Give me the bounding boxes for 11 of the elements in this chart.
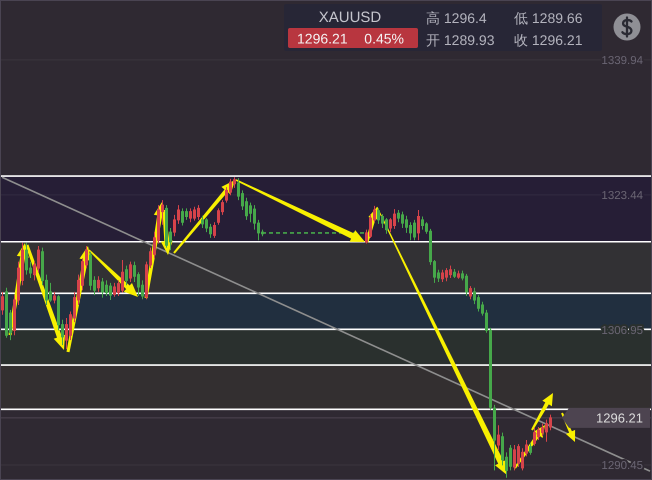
y-tick-label: 1339.94 — [601, 54, 644, 67]
annotation: 开 1289.93 — [426, 32, 495, 48]
y-tick-label: 1323.44 — [601, 190, 644, 202]
text: XAUUSD — [318, 9, 382, 26]
annotation: 低 1289.66 — [514, 10, 583, 26]
annotation: 1296.21 — [297, 30, 348, 46]
annotation: 高 1296.4 — [426, 10, 487, 26]
ref-line-label: 1296.21 — [596, 410, 643, 426]
y-tick-label: 1290.45 — [601, 460, 643, 472]
annotation: 0.45% — [364, 30, 404, 46]
annotation: 收 1296.21 — [514, 32, 583, 48]
